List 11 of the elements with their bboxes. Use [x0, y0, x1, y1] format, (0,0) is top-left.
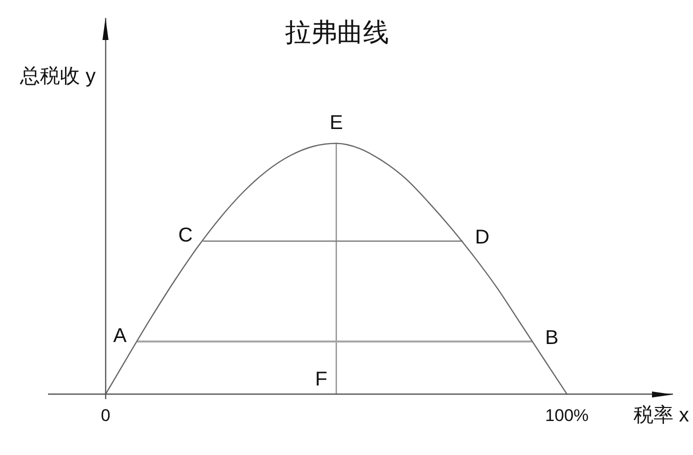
x-tick-label: 100%	[545, 406, 589, 425]
annotation: D	[474, 226, 490, 249]
chart-title: 拉弗曲线	[285, 17, 389, 48]
annotation: C	[178, 224, 193, 247]
annotation: E	[330, 112, 343, 134]
x-axis-title: 税率 x	[633, 404, 689, 427]
annotation: B	[545, 326, 559, 349]
y-axis-title: 总税收 y	[19, 66, 96, 88]
annotation: F	[315, 368, 328, 391]
annotation: A	[113, 324, 128, 347]
x-tick-label: 0	[100, 406, 110, 425]
